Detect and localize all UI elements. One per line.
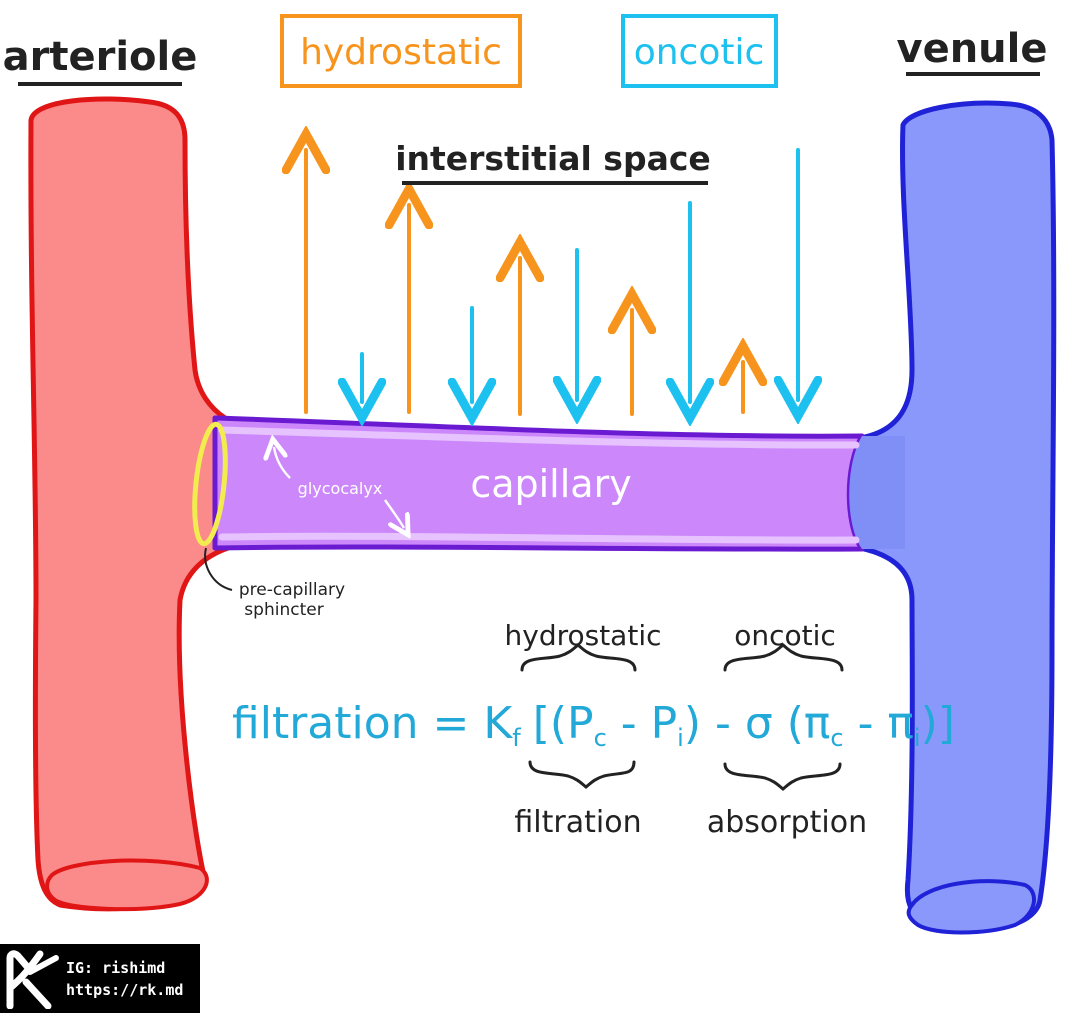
brace-bottom-filtration [528, 760, 636, 789]
sphincter-pointer-line [204, 547, 233, 591]
venule-end-opening [906, 879, 1036, 935]
formula-oncotic-label: oncotic [734, 619, 836, 652]
oncotic-arrows [362, 148, 798, 402]
equation-pii-subscript: i [914, 724, 921, 752]
equation-pic-subscript: c [830, 724, 843, 752]
venule-label: venule [897, 26, 1048, 72]
glycocalyx-lining-top [218, 426, 860, 449]
oncotic-legend-box [621, 14, 778, 88]
formula-hydrostatic-label: hydrostatic [505, 619, 662, 652]
pre-capillary-label: pre-capillary [239, 580, 345, 600]
capillary-venous-end [849, 436, 905, 549]
glycocalyx-label: glycocalyx [298, 479, 383, 498]
pre-capillary-sphincter [192, 421, 228, 547]
glycocalyx-pointer-bottom [384, 499, 404, 528]
hydrostatic-legend-label: hydrostatic [300, 32, 502, 73]
hydrostatic-arrows [306, 150, 743, 416]
equation-pc-subscript: c [594, 724, 607, 752]
formula-filtration-label: filtration [514, 805, 641, 840]
equation-kf-subscript: f [512, 724, 521, 752]
equation-minus-pii: - π [844, 698, 914, 749]
equation-close: )] [921, 698, 955, 749]
arteriole-label: arteriole [3, 34, 198, 80]
brace-bottom-absorption [723, 762, 842, 791]
hydrostatic-legend-box [280, 14, 522, 88]
equation-pi-subscript: i [677, 724, 684, 752]
equation-lhs: filtration = K [232, 698, 513, 749]
formula-braces [520, 643, 844, 791]
filtration-equation: filtration = Kf [(Pc - Pi) - σ (πc - πi)] [232, 698, 955, 752]
brace-top-oncotic [723, 643, 844, 672]
formula-absorption-label: absorption [707, 805, 867, 840]
capillary-label: capillary [470, 462, 631, 506]
equation-hydrostatic-open: [(P [533, 698, 594, 749]
credit-watermark: IG: rishimd https://rk.md [0, 944, 200, 1013]
arteriole-vessel [28, 96, 231, 912]
interstitial-space-label: interstitial space [395, 139, 711, 178]
equation-sigma-part: ) - σ (π [684, 698, 831, 749]
brace-top-hydrostatic [520, 643, 637, 672]
credit-ig-handle: IG: rishimd [66, 959, 166, 977]
oncotic-legend-label: oncotic [634, 32, 765, 73]
equation-minus-pi: - P [607, 698, 677, 749]
glycocalyx-pointer-top [274, 447, 291, 479]
sphincter-label: sphincter [244, 600, 323, 620]
rk-logo-icon [6, 950, 59, 1009]
glycocalyx-lining-bottom [218, 532, 860, 544]
arteriole-end-opening [45, 858, 209, 912]
credit-website: https://rk.md [66, 981, 184, 999]
